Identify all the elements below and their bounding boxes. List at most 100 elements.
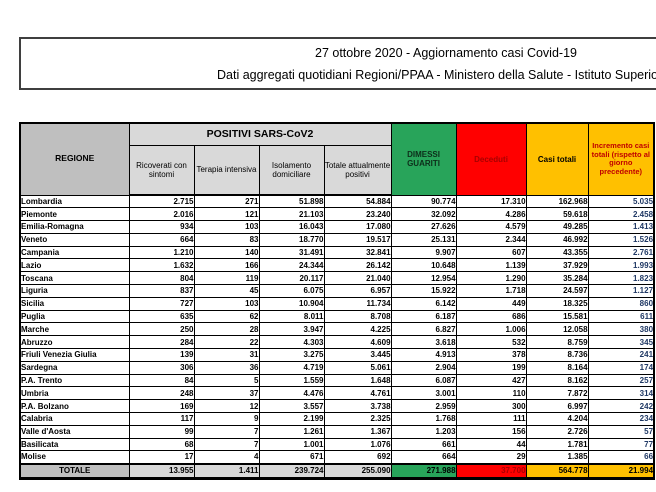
region-row: Lazio 1.632 166 24.344 26.142 10.648 1.139 37.9… bbox=[19, 258, 655, 273]
value-cell: 6.075 bbox=[258, 284, 325, 298]
column-header-regione: REGIONE bbox=[19, 122, 130, 196]
value-cell: 2.904 bbox=[390, 360, 457, 375]
value-cell: 1.385 bbox=[525, 450, 589, 465]
value-cell: 77 bbox=[587, 437, 655, 452]
column-header-deceduti: Deceduti bbox=[455, 122, 527, 196]
value-cell: 2.761 bbox=[587, 245, 655, 260]
value-cell: 17 bbox=[128, 450, 195, 465]
value-cell: 36 bbox=[193, 360, 260, 375]
region-name: Valle d'Aosta bbox=[19, 424, 130, 439]
value-cell: 427 bbox=[455, 373, 527, 388]
value-cell: 8.736 bbox=[525, 348, 589, 362]
value-cell: 2.458 bbox=[587, 207, 655, 222]
value-cell: 5 bbox=[193, 373, 260, 388]
group-header-positivi: POSITIVI SARS-CoV2 bbox=[128, 122, 392, 146]
region-row: Friuli Venezia Giulia 139 31 3.275 3.445 4.91… bbox=[19, 348, 655, 362]
region-name: Sardegna bbox=[19, 360, 130, 375]
value-cell: 7.872 bbox=[525, 386, 589, 401]
value-cell: 9.907 bbox=[390, 245, 457, 260]
value-cell: 9 bbox=[193, 412, 260, 426]
value-cell: 18.325 bbox=[525, 296, 589, 311]
value-cell: 139 bbox=[128, 348, 195, 362]
value-cell: 35.284 bbox=[525, 271, 589, 286]
value-cell: 1.768 bbox=[390, 412, 457, 426]
value-cell: 17.310 bbox=[455, 194, 527, 209]
value-cell: 3.445 bbox=[323, 348, 392, 362]
region-name: Abruzzo bbox=[19, 335, 130, 350]
region-name: Calabria bbox=[19, 412, 130, 426]
value-cell: 99 bbox=[128, 424, 195, 439]
column-header-isolamento: Isolamento domiciliare bbox=[258, 144, 325, 196]
value-cell: 7 bbox=[193, 437, 260, 452]
value-cell: 241 bbox=[587, 348, 655, 362]
value-cell: 103 bbox=[193, 296, 260, 311]
value-cell: 68 bbox=[128, 437, 195, 452]
title-source-line: Dati aggregati quotidiani Regioni/PPAA -… bbox=[217, 68, 656, 82]
column-header-casi-totali: Casi totali bbox=[525, 122, 589, 196]
region-name: P.A. Bolzano bbox=[19, 399, 130, 414]
column-header-terapia-intensiva: Terapia intensiva bbox=[193, 144, 260, 196]
region-name: Veneto bbox=[19, 232, 130, 247]
value-cell: 1.718 bbox=[455, 284, 527, 298]
covid-regions-table: REGIONE POSITIVI SARS-CoV2 DIMESSI GUARI… bbox=[19, 122, 656, 481]
total-label: TOTALE bbox=[19, 462, 130, 481]
value-cell: 19.517 bbox=[323, 232, 392, 247]
value-cell: 26.142 bbox=[323, 258, 392, 273]
title-box: 27 ottobre 2020 - Aggiornamento casi Cov… bbox=[19, 37, 656, 90]
value-cell: 1.006 bbox=[455, 322, 527, 337]
value-cell: 607 bbox=[455, 245, 527, 260]
value-cell: 37.929 bbox=[525, 258, 589, 273]
value-cell: 199 bbox=[455, 360, 527, 375]
value-cell: 255.090 bbox=[323, 462, 392, 481]
total-row: TOTALE 13.955 1.411 239.724 255.090 271.988 37… bbox=[19, 462, 655, 481]
value-cell: 5.035 bbox=[587, 194, 655, 209]
value-cell: 378 bbox=[455, 348, 527, 362]
region-row: Puglia 635 62 8.011 8.708 6.187 686 15.581 611 bbox=[19, 309, 655, 324]
value-cell: 257 bbox=[587, 373, 655, 388]
value-cell: 12.058 bbox=[525, 322, 589, 337]
column-header-dimessi-guariti: DIMESSI GUARITI bbox=[390, 122, 457, 196]
value-cell: 314 bbox=[587, 386, 655, 401]
value-cell: 119 bbox=[193, 271, 260, 286]
region-row: Emilia-Romagna 934 103 16.043 17.080 27.626 4.… bbox=[19, 220, 655, 234]
value-cell: 21.040 bbox=[323, 271, 392, 286]
region-name: Toscana bbox=[19, 271, 130, 286]
region-row: Sicilia 727 103 10.904 11.734 6.142 449 18.325 8… bbox=[19, 296, 655, 311]
value-cell: 4.286 bbox=[455, 207, 527, 222]
value-cell: 12 bbox=[193, 399, 260, 414]
value-cell: 51.898 bbox=[258, 194, 325, 209]
value-cell: 2.344 bbox=[455, 232, 527, 247]
value-cell: 1.261 bbox=[258, 424, 325, 439]
region-row: Marche 250 28 3.947 4.225 6.827 1.006 12.058 380 bbox=[19, 322, 655, 337]
value-cell: 6.187 bbox=[390, 309, 457, 324]
table-body: Lombardia 2.715 271 51.898 54.884 90.774 17.31… bbox=[19, 194, 655, 481]
value-cell: 169 bbox=[128, 399, 195, 414]
region-row: Toscana 804 119 20.117 21.040 12.954 1.290 35.2… bbox=[19, 271, 655, 286]
region-row: P.A. Bolzano 169 12 3.557 3.738 2.959 300 6.997… bbox=[19, 399, 655, 414]
value-cell: 2.959 bbox=[390, 399, 457, 414]
value-cell: 1.526 bbox=[587, 232, 655, 247]
region-name: Emilia-Romagna bbox=[19, 220, 130, 234]
value-cell: 4.225 bbox=[323, 322, 392, 337]
value-cell: 162.968 bbox=[525, 194, 589, 209]
value-cell: 449 bbox=[455, 296, 527, 311]
value-cell: 1.203 bbox=[390, 424, 457, 439]
value-cell: 611 bbox=[587, 309, 655, 324]
region-name: Piemonte bbox=[19, 207, 130, 222]
region-row: Umbria 248 37 4.476 4.761 3.001 110 7.872 314 bbox=[19, 386, 655, 401]
region-name: Molise bbox=[19, 450, 130, 465]
region-name: Sicilia bbox=[19, 296, 130, 311]
value-cell: 31 bbox=[193, 348, 260, 362]
value-cell: 306 bbox=[128, 360, 195, 375]
value-cell: 12.954 bbox=[390, 271, 457, 286]
value-cell: 11.734 bbox=[323, 296, 392, 311]
value-cell: 110 bbox=[455, 386, 527, 401]
region-row: Campania 1.210 140 31.491 32.841 9.907 607 43.3… bbox=[19, 245, 655, 260]
value-cell: 66 bbox=[587, 450, 655, 465]
region-name: Marche bbox=[19, 322, 130, 337]
value-cell: 934 bbox=[128, 220, 195, 234]
region-row: Calabria 117 9 2.199 2.325 1.768 111 4.204 234 bbox=[19, 412, 655, 426]
value-cell: 250 bbox=[128, 322, 195, 337]
value-cell: 4.476 bbox=[258, 386, 325, 401]
